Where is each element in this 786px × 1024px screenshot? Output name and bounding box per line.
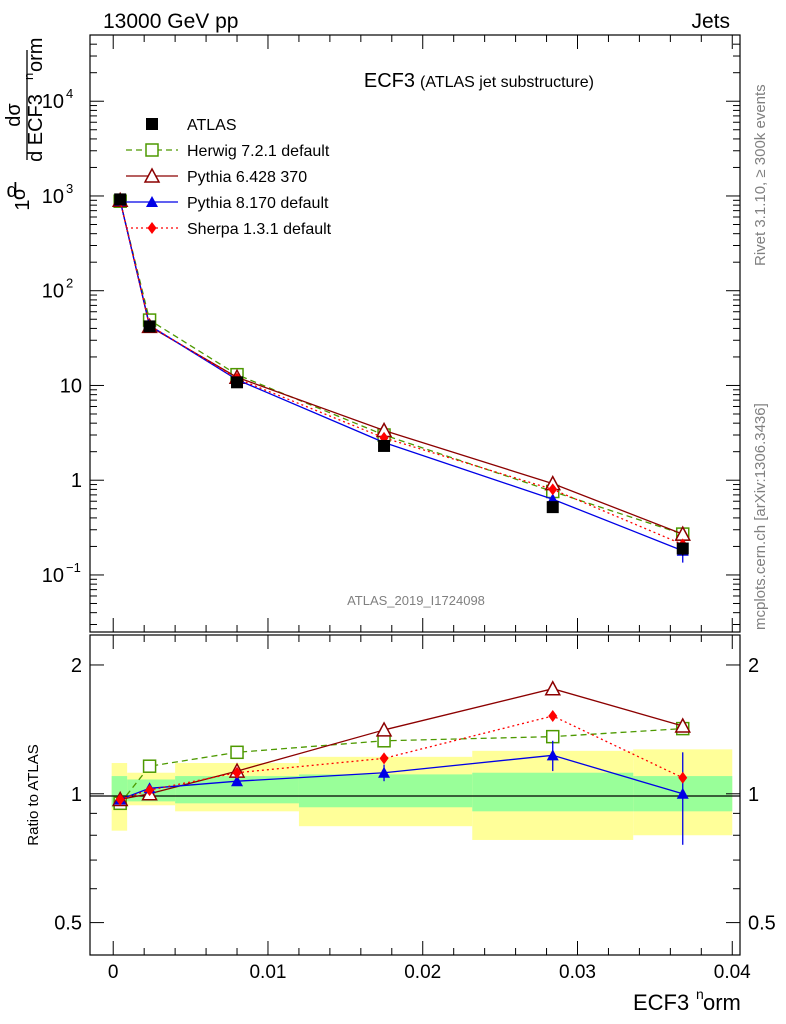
main-atlas-point <box>546 501 559 514</box>
ratio-y-tick-label-left: 1 <box>71 784 82 806</box>
main-y-tick-label: 10 <box>42 91 64 113</box>
y-label-one: 1 <box>12 199 34 210</box>
legend-sherpa-label: Sherpa 1.3.1 default <box>187 221 332 238</box>
legend-herwig-label: Herwig 7.2.1 default <box>187 143 330 160</box>
legend-pythia6-marker <box>143 167 161 183</box>
main-sherpa-line <box>119 200 683 546</box>
main-atlas-point <box>231 376 244 389</box>
legend-herwig-marker <box>145 143 159 157</box>
main-pythia8-line <box>119 200 683 552</box>
ratio-pythia6-point <box>544 680 561 696</box>
ratio-x-tick-label: 0.03 <box>559 962 596 983</box>
ratio-y-label: Ratio to ATLAS <box>25 744 42 845</box>
ratio-sherpa-point <box>145 784 155 797</box>
plot-subtitle: (ATLAS jet substructure) <box>420 74 594 91</box>
ratio-herwig-point <box>142 759 157 773</box>
y-label-d-norm: d ECF3 <box>25 94 47 162</box>
ratio-plot-panel: 0.5 0.5 1 1 2 2 0 0.01 0.02 0.03 0.04 <box>54 634 776 983</box>
legend-sherpa-marker <box>147 222 157 234</box>
ratio-series <box>111 680 691 845</box>
ratio-herwig-point <box>230 745 244 760</box>
rivet-label: Rivet 3.1.10, ≥ 300k events <box>752 84 769 266</box>
y-label-sigma: σ <box>8 187 30 200</box>
main-y-tick-exponent: 3 <box>66 181 73 196</box>
ratio-sherpa-line <box>119 715 684 801</box>
ratio-plot-frame <box>89 634 741 956</box>
ratio-y-tick-label-right: 2 <box>748 655 759 677</box>
legend-pythia6-label: Pythia 6.428 370 <box>187 169 307 186</box>
ratio-y-tick-label-right: 0.5 <box>748 913 776 935</box>
ratio-band-inner <box>298 774 473 808</box>
legend: ATLAS Herwig 7.2.1 default Pythia 6.428 37… <box>126 117 332 238</box>
source-label: mcplots.cern.ch [arXiv:1306.3436] <box>752 403 769 630</box>
x-axis-title-sup: n <box>696 986 704 1002</box>
main-y-tick-label: 10 <box>42 186 64 208</box>
legend-pythia8-label: Pythia 8.170 default <box>187 195 329 212</box>
ratio-pythia8-point <box>231 775 244 787</box>
ratio-sherpa-point <box>548 709 558 722</box>
ratio-x-tick-label: 0.04 <box>714 962 751 983</box>
legend-pythia8-marker <box>146 196 158 207</box>
ratio-pythia8-line <box>119 754 683 801</box>
main-y-tick-exponent: −1 <box>66 560 81 575</box>
main-y-tick-exponent: 4 <box>66 86 73 101</box>
main-series <box>111 191 691 563</box>
x-axis-title-rest: orm <box>703 990 741 1015</box>
ratio-sherpa-point <box>678 771 688 784</box>
y-label-orm: orm <box>25 38 47 72</box>
main-y-axis-label: d σ 1 d ECF3 n orm dσ <box>3 38 47 211</box>
main-atlas-point <box>143 320 156 333</box>
main-y-tick-label: 1 <box>71 470 82 492</box>
y-label-sup: n <box>21 73 36 80</box>
ratio-sherpa-point <box>379 752 389 765</box>
ratio-pythia8-point <box>676 787 689 799</box>
ratio-y-tick-label-right: 1 <box>748 784 759 806</box>
main-pythia6-line <box>119 200 683 535</box>
ratio-pythia8-point <box>546 749 559 761</box>
analysis-id: ATLAS_2019_I1724098 <box>347 593 485 608</box>
ratio-pythia8-point <box>378 766 391 778</box>
collision-label: 13000 GeV pp <box>103 10 238 33</box>
main-y-tick-label: 10 <box>60 375 82 397</box>
main-herwig-line <box>119 201 683 535</box>
main-atlas-point <box>378 439 391 452</box>
ratio-y-tick-label-left: 2 <box>71 655 82 677</box>
main-y-tick-label: 10 <box>42 565 64 587</box>
ratio-sherpa-point <box>115 793 125 806</box>
main-atlas-point <box>676 542 689 555</box>
ratio-y-tick-label-left: 0.5 <box>54 913 82 935</box>
y-label-dsigma: dσ <box>3 103 25 127</box>
plot-title: ECF3 <box>364 70 415 92</box>
ratio-pythia6-point <box>674 717 691 733</box>
ratio-axes: 0.5 0.5 1 1 2 2 0 0.01 0.02 0.03 0.04 <box>54 635 776 983</box>
ratio-x-tick-label: 0.02 <box>404 962 441 983</box>
y-label-d: d <box>6 180 17 202</box>
ratio-band-inner <box>472 772 634 812</box>
ratio-x-tick-label: 0.01 <box>249 962 286 983</box>
jets-label: Jets <box>691 10 730 33</box>
main-atlas-point <box>114 193 127 206</box>
main-y-tick-label: 10 <box>42 281 64 303</box>
main-sherpa-point <box>548 483 558 496</box>
ratio-herwig-line <box>119 727 683 804</box>
ratio-pythia6-point <box>375 721 393 737</box>
legend-atlas-marker <box>146 118 158 130</box>
ratio-x-tick-label: 0 <box>108 962 119 983</box>
x-axis-title: ECF3 n orm <box>633 986 741 1015</box>
main-y-tick-exponent: 2 <box>66 276 73 291</box>
ratio-sherpa-point <box>232 766 242 779</box>
ratio-bands <box>111 749 733 840</box>
legend-atlas-label: ATLAS <box>187 117 237 134</box>
main-plot-frame <box>89 34 741 633</box>
x-axis-title-main: ECF3 <box>633 990 689 1015</box>
